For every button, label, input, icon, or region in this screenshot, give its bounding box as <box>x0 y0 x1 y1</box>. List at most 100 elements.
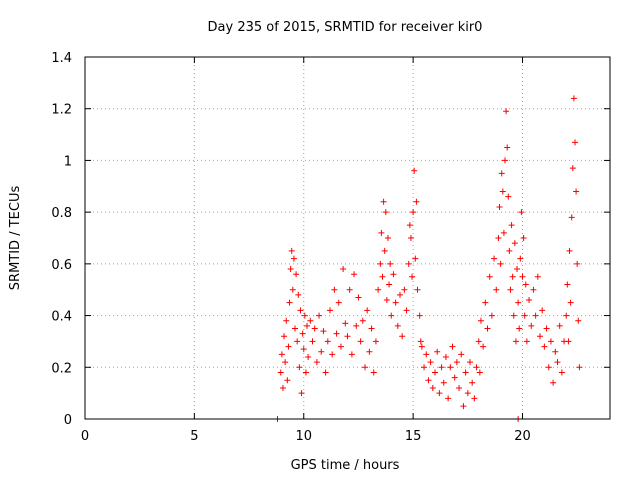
data-point <box>382 209 389 216</box>
data-point <box>397 291 403 298</box>
data-point <box>293 271 300 278</box>
data-point <box>304 322 311 329</box>
data-point <box>504 144 511 151</box>
data-point <box>299 330 306 337</box>
data-point <box>379 273 386 280</box>
data-point <box>342 320 349 327</box>
data-point <box>511 240 518 247</box>
ticks: 0 5 10 15 20 0 0.2 0.4 0.6 0.8 1 1.2 1.4 <box>51 51 610 444</box>
data-point <box>486 273 493 280</box>
data-point <box>392 299 399 306</box>
data-point <box>532 312 539 319</box>
y-tick-label: 0.4 <box>51 310 72 325</box>
data-point <box>292 325 298 332</box>
data-point <box>411 167 418 174</box>
x-axis-label: GPS time / hours <box>291 458 400 473</box>
data-point <box>569 165 576 172</box>
data-point <box>380 198 387 205</box>
data-point <box>297 307 304 314</box>
data-point <box>329 351 336 358</box>
data-point <box>488 312 495 319</box>
data-point <box>547 338 554 345</box>
data-point <box>550 379 557 386</box>
data-points <box>274 95 583 422</box>
chart-title: Day 235 of 2015, SRMTID for receiver kir… <box>208 20 483 35</box>
data-point <box>286 299 293 306</box>
data-point <box>436 390 443 397</box>
data-point <box>331 286 338 293</box>
data-point <box>368 325 375 332</box>
data-point <box>378 229 385 236</box>
data-point <box>388 312 395 319</box>
data-point <box>372 338 379 345</box>
data-point <box>565 338 572 345</box>
data-point <box>520 235 527 241</box>
data-point <box>576 364 583 371</box>
data-point <box>320 328 327 335</box>
grid <box>85 57 610 419</box>
data-point <box>394 322 401 329</box>
data-point <box>429 384 436 391</box>
data-point <box>543 325 550 332</box>
data-point <box>340 266 347 273</box>
data-point <box>296 364 303 371</box>
data-point <box>552 348 559 355</box>
data-point <box>311 325 318 332</box>
data-point <box>375 286 382 293</box>
data-point <box>575 317 582 324</box>
x-tick-label: 15 <box>405 429 422 444</box>
data-point <box>327 307 333 314</box>
data-point <box>521 312 528 319</box>
data-point <box>515 299 522 306</box>
data-point <box>462 369 469 376</box>
data-point <box>285 343 292 350</box>
data-point <box>491 255 498 262</box>
data-point <box>574 260 581 267</box>
data-point <box>564 281 571 288</box>
data-point <box>386 281 393 288</box>
y-tick-label: 1.2 <box>51 103 72 118</box>
data-point <box>309 338 316 345</box>
data-point <box>471 395 478 402</box>
y-axis-label: SRMTID / TECUs <box>8 186 23 291</box>
data-point <box>499 188 506 195</box>
data-point <box>530 286 537 293</box>
data-point <box>572 139 578 146</box>
data-point <box>387 260 394 267</box>
data-point <box>281 333 288 340</box>
data-point <box>516 325 523 332</box>
data-point <box>290 255 297 262</box>
data-point <box>302 369 309 376</box>
data-point <box>456 384 463 391</box>
data-point <box>284 377 291 384</box>
data-point <box>305 353 312 360</box>
data-point <box>383 297 390 304</box>
data-point <box>464 390 471 397</box>
data-point <box>566 247 573 254</box>
data-point <box>377 260 384 267</box>
data-point <box>337 343 344 350</box>
data-point <box>333 330 340 337</box>
data-point <box>294 338 301 345</box>
data-point <box>534 273 541 280</box>
data-point <box>484 325 491 332</box>
data-point <box>413 198 420 205</box>
y-tick-label: 0.6 <box>51 258 72 273</box>
data-point <box>357 338 364 345</box>
data-point <box>409 273 416 280</box>
data-point <box>460 403 467 410</box>
data-point <box>545 364 552 371</box>
data-point <box>438 364 445 371</box>
data-point <box>510 312 517 319</box>
data-point <box>440 379 447 386</box>
data-point <box>362 364 368 371</box>
data-point <box>370 369 377 376</box>
data-point <box>318 348 325 355</box>
data-point <box>480 343 487 350</box>
data-point <box>432 369 438 376</box>
data-point <box>451 374 458 381</box>
data-point <box>449 343 456 350</box>
data-point <box>324 338 331 345</box>
data-point <box>423 351 430 358</box>
